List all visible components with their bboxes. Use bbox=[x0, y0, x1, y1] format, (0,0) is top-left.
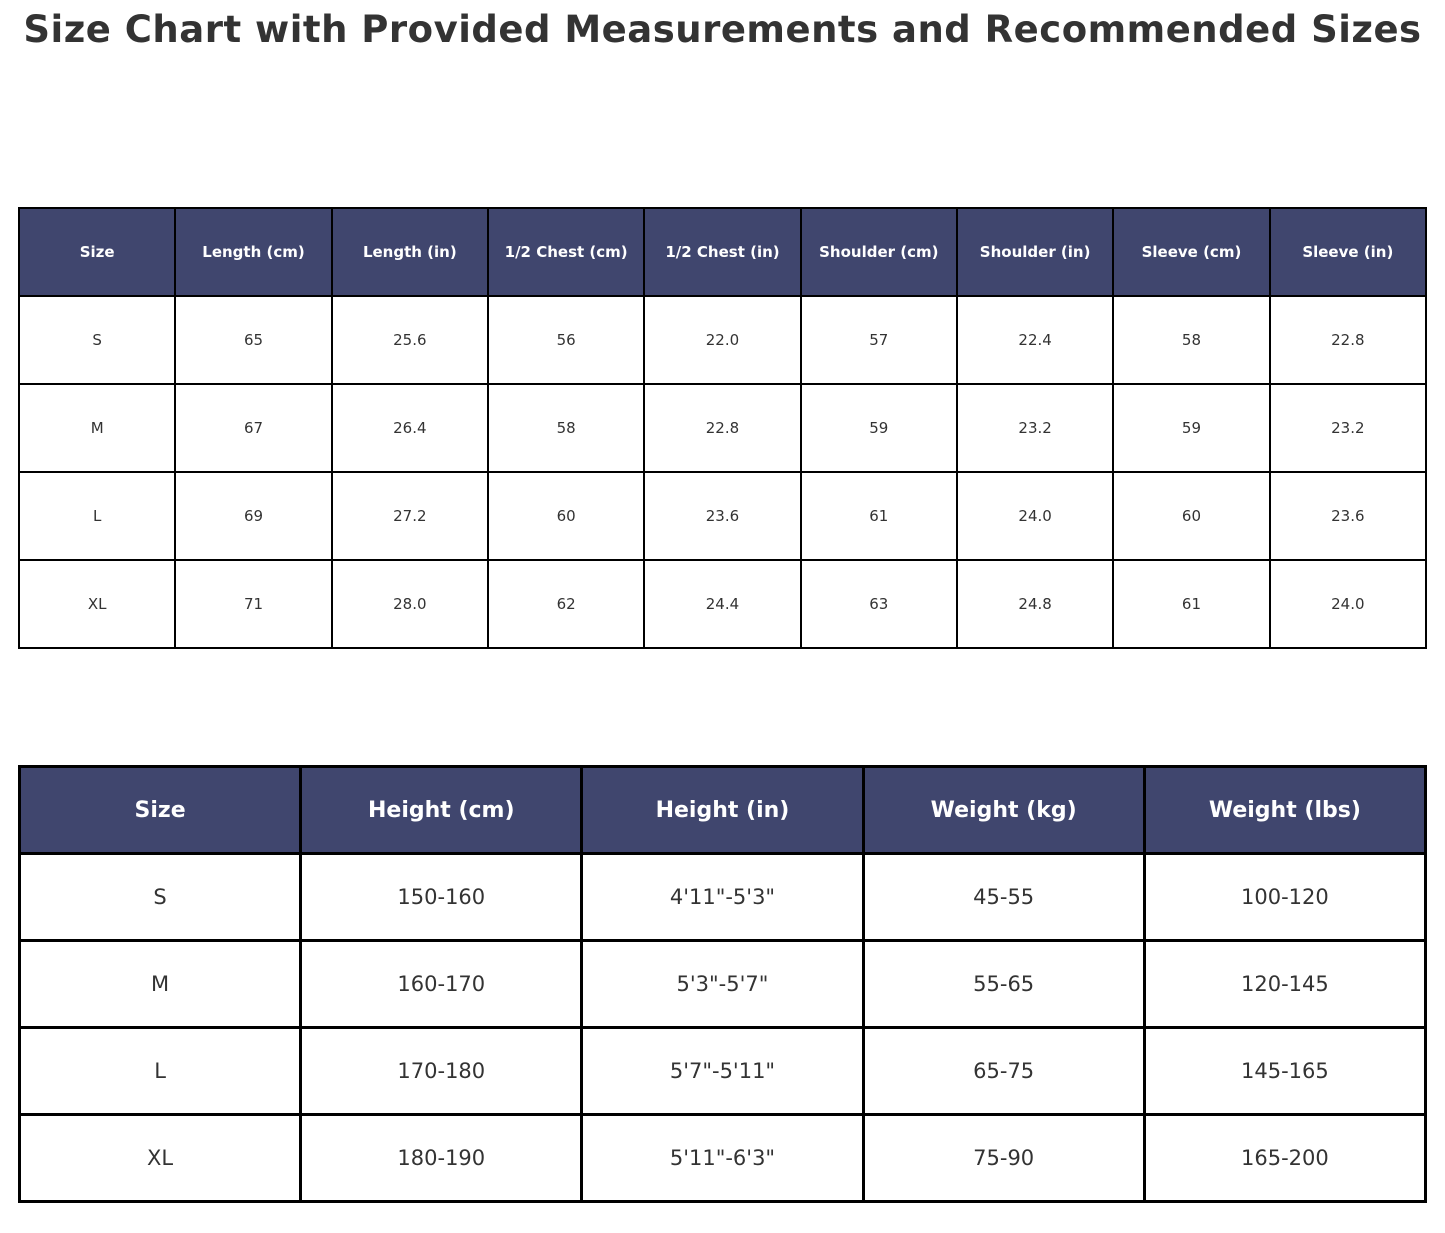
table-cell: 24.0 bbox=[955, 471, 1115, 561]
column-header-weight-kg: Weight (kg) bbox=[861, 765, 1146, 855]
table-cell: 26.4 bbox=[330, 383, 489, 473]
table-cell: 45-55 bbox=[861, 852, 1146, 942]
table-cell: 5'7"-5'11" bbox=[580, 1026, 865, 1116]
table-row-l: L 69 27.2 60 23.6 61 24.0 60 23.6 bbox=[17, 471, 1428, 561]
table-cell: 56 bbox=[486, 295, 646, 385]
table-row-l: L 170-180 5'7"-5'11" 65-75 145-165 bbox=[17, 1026, 1428, 1116]
column-header-sleeve-cm: Sleeve (cm) bbox=[1112, 207, 1271, 297]
table-row-xl: XL 180-190 5'11"-6'3" 75-90 165-200 bbox=[17, 1113, 1428, 1203]
table-cell: 5'11"-6'3" bbox=[580, 1113, 865, 1203]
table-cell: 61 bbox=[1112, 559, 1271, 649]
table-cell: L bbox=[17, 471, 177, 561]
table-cell: 120-145 bbox=[1142, 939, 1428, 1029]
table-cell: 57 bbox=[799, 295, 958, 385]
table-cell: 75-90 bbox=[861, 1113, 1146, 1203]
table-cell: 100-120 bbox=[1142, 852, 1428, 942]
table-cell: 23.6 bbox=[1268, 471, 1428, 561]
table-cell: 145-165 bbox=[1142, 1026, 1428, 1116]
column-header-shoulder-in: Shoulder (in) bbox=[955, 207, 1115, 297]
table-cell: 4'11"-5'3" bbox=[580, 852, 865, 942]
page-title: Size Chart with Provided Measurements an… bbox=[23, 8, 1422, 51]
table-cell: 5'3"-5'7" bbox=[580, 939, 865, 1029]
table-cell: 61 bbox=[799, 471, 958, 561]
table-cell: 22.4 bbox=[955, 295, 1115, 385]
column-header-weight-lbs: Weight (lbs) bbox=[1142, 765, 1428, 855]
table-cell: 23.2 bbox=[955, 383, 1115, 473]
table-cell: 65 bbox=[174, 295, 333, 385]
column-header-length-cm: Length (cm) bbox=[174, 207, 333, 297]
recommended-sizes-table: Size Height (cm) Height (in) Weight (kg)… bbox=[17, 765, 1428, 1203]
table-cell: 59 bbox=[799, 383, 958, 473]
column-header-half-chest-in: 1/2 Chest (in) bbox=[643, 207, 802, 297]
table-cell: 24.0 bbox=[1268, 559, 1428, 649]
table-cell: 170-180 bbox=[299, 1026, 584, 1116]
table-cell: 65-75 bbox=[861, 1026, 1146, 1116]
column-header-height-in: Height (in) bbox=[580, 765, 865, 855]
column-header-half-chest-cm: 1/2 Chest (cm) bbox=[486, 207, 646, 297]
table-cell: 27.2 bbox=[330, 471, 489, 561]
table-cell: XL bbox=[17, 559, 177, 649]
table-cell: M bbox=[17, 383, 177, 473]
table-cell: 23.6 bbox=[643, 471, 802, 561]
measurements-table: Size Length (cm) Length (in) 1/2 Chest (… bbox=[17, 207, 1428, 649]
table-cell: 71 bbox=[174, 559, 333, 649]
table-cell: 58 bbox=[1112, 295, 1271, 385]
table-cell: 150-160 bbox=[299, 852, 584, 942]
table-row-m: M 67 26.4 58 22.8 59 23.2 59 23.2 bbox=[17, 383, 1428, 473]
table-cell: 28.0 bbox=[330, 559, 489, 649]
table-cell: 22.0 bbox=[643, 295, 802, 385]
column-header-height-cm: Height (cm) bbox=[299, 765, 584, 855]
table-cell: L bbox=[17, 1026, 303, 1116]
table-row-xl: XL 71 28.0 62 24.4 63 24.8 61 24.0 bbox=[17, 559, 1428, 649]
table-cell: XL bbox=[17, 1113, 303, 1203]
table-cell: 23.2 bbox=[1268, 383, 1428, 473]
table-cell: 59 bbox=[1112, 383, 1271, 473]
table-cell: M bbox=[17, 939, 303, 1029]
table-row-s: S 150-160 4'11"-5'3" 45-55 100-120 bbox=[17, 852, 1428, 942]
column-header-length-in: Length (in) bbox=[330, 207, 489, 297]
table-cell: 55-65 bbox=[861, 939, 1146, 1029]
table-cell: 25.6 bbox=[330, 295, 489, 385]
table-cell: 62 bbox=[486, 559, 646, 649]
table-cell: 67 bbox=[174, 383, 333, 473]
table-cell: 69 bbox=[174, 471, 333, 561]
column-header-shoulder-cm: Shoulder (cm) bbox=[799, 207, 958, 297]
table-cell: 180-190 bbox=[299, 1113, 584, 1203]
table-cell: 160-170 bbox=[299, 939, 584, 1029]
table-header-row: Size Length (cm) Length (in) 1/2 Chest (… bbox=[17, 207, 1428, 297]
table-cell: 22.8 bbox=[1268, 295, 1428, 385]
table-cell: 63 bbox=[799, 559, 958, 649]
table-cell: 58 bbox=[486, 383, 646, 473]
table-cell: 60 bbox=[1112, 471, 1271, 561]
table-cell: 60 bbox=[486, 471, 646, 561]
table-cell: 24.4 bbox=[643, 559, 802, 649]
table-cell: S bbox=[17, 295, 177, 385]
table-row-m: M 160-170 5'3"-5'7" 55-65 120-145 bbox=[17, 939, 1428, 1029]
table-cell: 24.8 bbox=[955, 559, 1115, 649]
table-cell: 22.8 bbox=[643, 383, 802, 473]
table-row-s: S 65 25.6 56 22.0 57 22.4 58 22.8 bbox=[17, 295, 1428, 385]
column-header-sleeve-in: Sleeve (in) bbox=[1268, 207, 1428, 297]
column-header-size: Size bbox=[17, 207, 177, 297]
table-cell: S bbox=[17, 852, 303, 942]
table-header-row: Size Height (cm) Height (in) Weight (kg)… bbox=[17, 765, 1428, 855]
column-header-size: Size bbox=[17, 765, 303, 855]
table-cell: 165-200 bbox=[1142, 1113, 1428, 1203]
